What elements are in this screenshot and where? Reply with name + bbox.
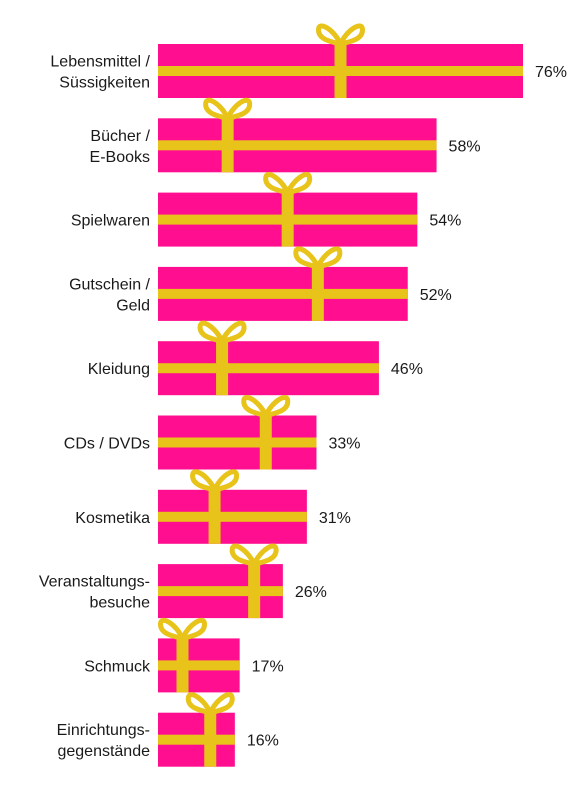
ribbon-vertical [221,118,234,173]
ribbon-horizontal [158,511,307,522]
value-label: 17% [252,658,284,675]
ribbon-vertical [248,564,261,619]
ribbon-vertical [281,192,294,247]
bow-icon [263,172,313,196]
bow-icon [190,469,240,493]
value-label: 33% [328,436,360,453]
bow-icon [241,395,291,418]
category-label: Gutschein / Geld [69,276,150,314]
value-label: 46% [391,361,423,378]
bow-icon [185,692,235,716]
ribbon-vertical [259,415,272,470]
bow-icon [197,320,247,344]
value-label: 54% [429,213,461,230]
gift-bar-group: 54% Spielwaren [71,172,461,247]
ribbon-horizontal [158,437,317,448]
category-label: Einrichtungs-gegenstände [57,722,150,760]
ribbon-horizontal [158,363,379,374]
bow-icon [203,97,253,121]
value-label: 52% [420,287,452,304]
ribbon-horizontal [158,288,408,299]
gift-bar-group: 33% CDs / DVDs [64,395,361,470]
value-label: 16% [247,733,279,750]
gift-bar-group: 16% Einrichtungs-gegenstände [57,692,279,767]
category-label: Lebensmittel / Süssigkeiten [50,54,150,92]
category-label: Schmuck [84,658,151,675]
bow-icon [157,617,207,641]
value-label: 26% [295,584,327,601]
gift-bar-group: 58% Bücher / E-Books [90,97,481,173]
ribbon-vertical [216,341,229,396]
ribbon-vertical [311,266,324,321]
ribbon-vertical [208,489,221,544]
value-label: 58% [449,138,481,155]
category-label: Spielwaren [71,213,150,230]
category-label: CDs / DVDs [64,436,150,453]
gift-bar-group: 17% Schmuck [84,617,284,693]
ribbon-vertical [176,638,189,693]
gift-bar-group: 46% Kleidung [88,320,423,396]
category-label: Kosmetika [75,510,150,527]
ribbon-vertical [334,44,347,98]
value-label: 31% [319,510,351,527]
value-label: 76% [535,64,567,81]
bow-icon [293,246,343,270]
ribbon-horizontal [158,586,283,597]
category-label: Veranstaltungs-besuche [39,574,150,612]
gift-bar-group: 26% Veranstaltungs-besuche [39,543,327,619]
category-label: Kleidung [88,361,150,378]
ribbon-horizontal [158,140,437,151]
bow-icon [316,23,365,47]
gift-bar-group: 31% Kosmetika [75,469,351,544]
gift-bar-group: 76% Lebensmittel / Süssigkeiten [50,23,567,98]
ribbon-horizontal [158,660,240,671]
bow-icon [229,543,279,567]
ribbon-horizontal [158,734,235,745]
category-label: Bücher / E-Books [90,128,151,166]
ribbon-vertical [204,712,217,767]
gift-bar-group: 52% Gutschein / Geld [69,246,452,321]
